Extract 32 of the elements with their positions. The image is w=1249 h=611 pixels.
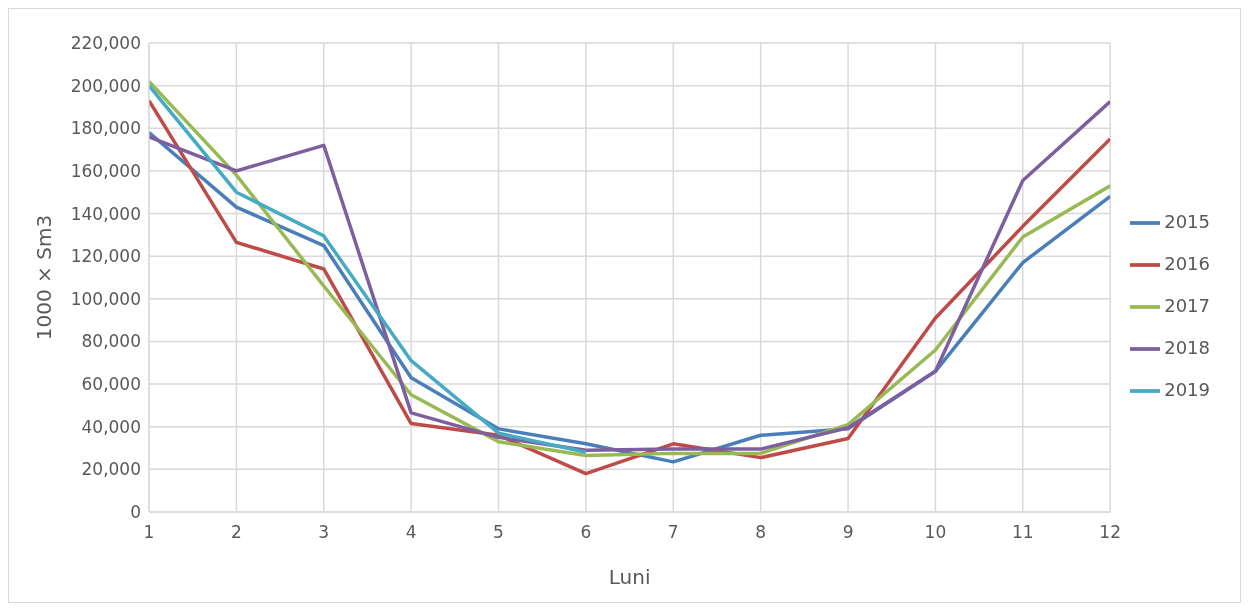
y-tick-label: 220,000 [70,33,141,54]
y-tick-label: 180,000 [70,118,141,139]
legend-label: 2015 [1164,210,1210,232]
x-tick-label: 10 [924,522,947,543]
y-tick-label: 80,000 [81,331,141,352]
y-tick-label: 120,000 [70,246,141,267]
y-tick-label: 140,000 [70,203,141,224]
legend-label: 2017 [1164,294,1210,316]
x-tick-label: 9 [842,522,854,543]
x-tick-label: 7 [667,522,679,543]
x-tick-label: 5 [493,522,504,543]
y-tick-label: 160,000 [70,160,141,181]
y-tick-label: 60,000 [81,374,141,395]
y-tick-label: 20,000 [81,459,141,480]
x-tick-label: 6 [580,522,592,543]
y-tick-label: 0 [130,502,141,523]
legend-label: 2018 [1164,336,1210,358]
x-tick-label: 2 [230,522,242,543]
x-tick-label: 11 [1011,522,1034,543]
x-tick-label: 12 [1099,522,1122,543]
line-series [149,83,588,455]
legend-label: 2016 [1164,252,1210,274]
x-tick-label: 8 [755,522,767,543]
y-axis-title: 1000 × Sm3 [32,214,57,341]
y-tick-label: 40,000 [81,416,141,437]
legend-label: 2019 [1164,378,1210,400]
x-tick-label: 3 [318,522,330,543]
x-tick-label: 1 [143,522,155,543]
x-axis-title: Luni [608,565,651,589]
y-tick-label: 200,000 [70,75,141,96]
x-tick-label: 4 [405,522,417,543]
y-tick-label: 100,000 [70,288,141,309]
